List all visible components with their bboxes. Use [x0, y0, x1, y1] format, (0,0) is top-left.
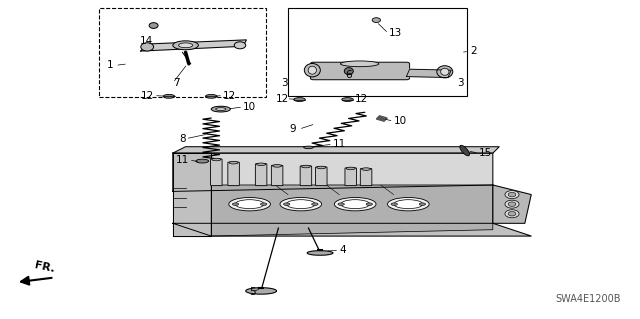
- Ellipse shape: [236, 200, 264, 209]
- Ellipse shape: [287, 200, 315, 209]
- Text: 5: 5: [250, 287, 256, 297]
- Bar: [99, 8, 266, 97]
- Polygon shape: [406, 69, 451, 78]
- Ellipse shape: [508, 202, 516, 206]
- Ellipse shape: [257, 163, 266, 166]
- Ellipse shape: [163, 94, 175, 98]
- Bar: [288, 8, 467, 96]
- Polygon shape: [307, 251, 333, 255]
- Ellipse shape: [340, 61, 379, 67]
- Text: 15: 15: [479, 148, 492, 158]
- Ellipse shape: [173, 41, 198, 50]
- Text: 10: 10: [394, 116, 407, 126]
- Ellipse shape: [229, 161, 238, 164]
- Text: FR.: FR.: [34, 260, 56, 274]
- Ellipse shape: [294, 98, 305, 101]
- Text: 11: 11: [333, 139, 346, 149]
- Ellipse shape: [362, 168, 371, 170]
- FancyBboxPatch shape: [271, 165, 283, 186]
- FancyBboxPatch shape: [316, 167, 327, 186]
- Ellipse shape: [232, 203, 239, 205]
- Polygon shape: [493, 185, 531, 223]
- Ellipse shape: [342, 98, 353, 101]
- Ellipse shape: [216, 108, 226, 110]
- Text: 12: 12: [276, 94, 289, 104]
- Ellipse shape: [394, 200, 422, 209]
- Ellipse shape: [317, 166, 326, 169]
- Ellipse shape: [312, 203, 318, 205]
- Ellipse shape: [508, 192, 516, 197]
- Ellipse shape: [280, 197, 321, 211]
- Ellipse shape: [505, 210, 519, 218]
- Ellipse shape: [508, 211, 516, 216]
- Ellipse shape: [273, 165, 282, 167]
- Ellipse shape: [211, 106, 230, 112]
- Ellipse shape: [304, 146, 314, 149]
- Ellipse shape: [149, 23, 158, 28]
- Polygon shape: [173, 223, 531, 236]
- Ellipse shape: [419, 203, 426, 205]
- Ellipse shape: [212, 158, 221, 161]
- Ellipse shape: [260, 203, 267, 205]
- Ellipse shape: [346, 167, 355, 170]
- Ellipse shape: [305, 63, 321, 77]
- Text: 12: 12: [355, 94, 369, 104]
- Text: 8: 8: [179, 134, 186, 144]
- Text: 2: 2: [470, 46, 477, 56]
- Ellipse shape: [338, 203, 344, 205]
- FancyBboxPatch shape: [228, 162, 239, 186]
- Ellipse shape: [335, 197, 376, 211]
- Text: 1: 1: [108, 60, 114, 70]
- Ellipse shape: [366, 203, 372, 205]
- Text: 11: 11: [175, 155, 189, 165]
- Ellipse shape: [179, 43, 193, 48]
- Ellipse shape: [205, 94, 217, 98]
- Ellipse shape: [234, 42, 246, 49]
- Ellipse shape: [301, 165, 310, 168]
- Ellipse shape: [372, 18, 380, 22]
- FancyBboxPatch shape: [310, 62, 410, 80]
- Ellipse shape: [436, 66, 453, 78]
- FancyBboxPatch shape: [255, 164, 267, 186]
- Text: 12: 12: [140, 91, 154, 101]
- Ellipse shape: [308, 66, 317, 74]
- Text: 9: 9: [290, 124, 296, 134]
- Polygon shape: [376, 116, 387, 121]
- Ellipse shape: [505, 200, 519, 208]
- Polygon shape: [173, 153, 493, 191]
- Ellipse shape: [440, 68, 449, 75]
- Ellipse shape: [460, 145, 470, 156]
- Polygon shape: [173, 147, 499, 153]
- Text: 4: 4: [339, 245, 346, 256]
- FancyBboxPatch shape: [211, 159, 222, 186]
- Text: 3: 3: [458, 78, 464, 88]
- Text: 3: 3: [282, 78, 288, 88]
- FancyBboxPatch shape: [300, 166, 312, 186]
- Polygon shape: [141, 40, 246, 51]
- Ellipse shape: [388, 197, 429, 211]
- Ellipse shape: [141, 43, 154, 51]
- Ellipse shape: [344, 68, 353, 75]
- Ellipse shape: [229, 197, 271, 211]
- FancyBboxPatch shape: [345, 168, 356, 186]
- Text: 6: 6: [346, 70, 352, 80]
- Text: SWA4E1200B: SWA4E1200B: [556, 294, 621, 304]
- Polygon shape: [211, 185, 493, 236]
- Text: 13: 13: [388, 28, 402, 39]
- Ellipse shape: [341, 200, 370, 209]
- Text: 10: 10: [243, 102, 257, 112]
- Polygon shape: [246, 288, 276, 294]
- Ellipse shape: [284, 203, 290, 205]
- Polygon shape: [173, 153, 211, 236]
- FancyBboxPatch shape: [360, 168, 372, 186]
- Text: 14: 14: [140, 36, 153, 47]
- Ellipse shape: [505, 190, 519, 198]
- Ellipse shape: [391, 203, 397, 205]
- Text: 12: 12: [223, 91, 236, 101]
- Text: 7: 7: [173, 78, 179, 88]
- Ellipse shape: [196, 159, 209, 163]
